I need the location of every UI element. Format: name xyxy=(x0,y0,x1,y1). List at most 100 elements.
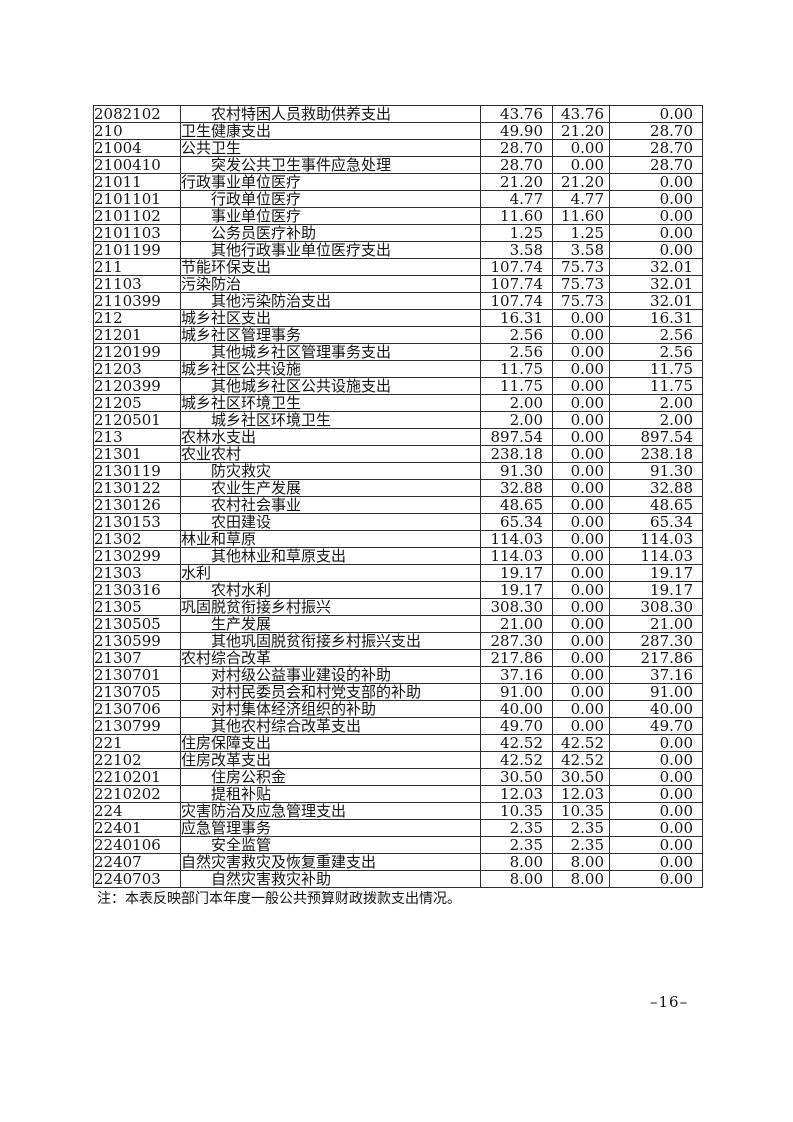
item-name-cell: 城乡社区公共设施 xyxy=(180,360,481,378)
table-row: 213 农林水支出 897.54 0.00 897.54 xyxy=(93,428,703,446)
value-cell: 19.17 xyxy=(609,564,703,582)
table-row: 21205 城乡社区环境卫生 2.00 0.00 2.00 xyxy=(93,394,703,412)
item-name-cell: 城乡社区管理事务 xyxy=(180,326,481,344)
value-cell: 0.00 xyxy=(609,836,703,854)
value-cell: 11.75 xyxy=(609,377,703,395)
value-cell: 308.30 xyxy=(609,598,703,616)
value-cell: 49.70 xyxy=(609,717,703,735)
value-cell: 238.18 xyxy=(480,445,553,463)
value-cell: 10.35 xyxy=(480,802,553,820)
value-cell: 21.00 xyxy=(609,615,703,633)
value-cell: 0.00 xyxy=(609,207,703,225)
table-row: 22102 住房改革支出 42.52 42.52 0.00 xyxy=(93,751,703,769)
value-cell: 0.00 xyxy=(609,173,703,191)
value-cell: 0.00 xyxy=(609,241,703,259)
item-name-cell: 其他巩固脱贫衔接乡村振兴支出 xyxy=(180,632,481,650)
value-cell: 0.00 xyxy=(552,343,610,361)
value-cell: 0.00 xyxy=(552,700,610,718)
code-cell: 2130705 xyxy=(93,683,181,701)
value-cell: 11.75 xyxy=(480,360,553,378)
value-cell: 11.60 xyxy=(552,207,610,225)
code-cell: 2210202 xyxy=(93,785,181,803)
code-cell: 22401 xyxy=(93,819,181,837)
value-cell: 0.00 xyxy=(552,615,610,633)
code-cell: 2120199 xyxy=(93,343,181,361)
item-name-cell: 污染防治 xyxy=(180,275,481,293)
code-cell: 21301 xyxy=(93,445,181,463)
value-cell: 32.01 xyxy=(609,275,703,293)
item-name-cell: 自然灾害救灾补助 xyxy=(180,870,481,888)
value-cell: 75.73 xyxy=(552,275,610,293)
value-cell: 287.30 xyxy=(609,632,703,650)
item-name-cell: 提租补贴 xyxy=(180,785,481,803)
value-cell: 49.70 xyxy=(480,717,553,735)
value-cell: 40.00 xyxy=(480,700,553,718)
value-cell: 0.00 xyxy=(609,802,703,820)
table-row: 2210201 住房公积金 30.50 30.50 0.00 xyxy=(93,768,703,786)
value-cell: 107.74 xyxy=(480,275,553,293)
code-cell: 2130706 xyxy=(93,700,181,718)
item-name-cell: 城乡社区支出 xyxy=(180,309,481,327)
budget-table-container: 2082102 农村特困人员救助供养支出 43.76 43.76 0.00 210 卫生健康… xyxy=(93,105,703,888)
value-cell: 32.88 xyxy=(609,479,703,497)
item-name-cell: 巩固脱贫衔接乡村振兴 xyxy=(180,598,481,616)
value-cell: 37.16 xyxy=(480,666,553,684)
item-name-cell: 农业农村 xyxy=(180,445,481,463)
value-cell: 43.76 xyxy=(480,105,553,123)
table-row: 2130316 农村水利 19.17 0.00 19.17 xyxy=(93,581,703,599)
table-row: 2120199 其他城乡社区管理事务支出 2.56 0.00 2.56 xyxy=(93,343,703,361)
value-cell: 91.00 xyxy=(480,683,553,701)
value-cell: 287.30 xyxy=(480,632,553,650)
value-cell: 11.60 xyxy=(480,207,553,225)
code-cell: 2130316 xyxy=(93,581,181,599)
value-cell: 11.75 xyxy=(609,360,703,378)
table-row: 2101102 事业单位医疗 11.60 11.60 0.00 xyxy=(93,207,703,225)
value-cell: 91.00 xyxy=(609,683,703,701)
value-cell: 91.30 xyxy=(480,462,553,480)
value-cell: 1.25 xyxy=(552,224,610,242)
value-cell: 0.00 xyxy=(552,139,610,157)
code-cell: 2120399 xyxy=(93,377,181,395)
code-cell: 211 xyxy=(93,258,181,276)
value-cell: 0.00 xyxy=(552,564,610,582)
value-cell: 3.58 xyxy=(552,241,610,259)
value-cell: 43.76 xyxy=(552,105,610,123)
table-row: 2240106 安全监管 2.35 2.35 0.00 xyxy=(93,836,703,854)
code-cell: 212 xyxy=(93,309,181,327)
value-cell: 2.56 xyxy=(609,326,703,344)
code-cell: 2130799 xyxy=(93,717,181,735)
value-cell: 897.54 xyxy=(480,428,553,446)
value-cell: 19.17 xyxy=(609,581,703,599)
item-name-cell: 行政单位医疗 xyxy=(180,190,481,208)
table-row: 22401 应急管理事务 2.35 2.35 0.00 xyxy=(93,819,703,837)
value-cell: 2.35 xyxy=(552,819,610,837)
value-cell: 2.00 xyxy=(480,394,553,412)
item-name-cell: 农村社会事业 xyxy=(180,496,481,514)
value-cell: 2.56 xyxy=(609,343,703,361)
value-cell: 30.50 xyxy=(552,768,610,786)
table-row: 2130706 对村集体经济组织的补助 40.00 0.00 40.00 xyxy=(93,700,703,718)
value-cell: 0.00 xyxy=(552,496,610,514)
item-name-cell: 其他城乡社区管理事务支出 xyxy=(180,343,481,361)
item-name-cell: 城乡社区环境卫生 xyxy=(180,394,481,412)
table-row: 21305 巩固脱贫衔接乡村振兴 308.30 0.00 308.30 xyxy=(93,598,703,616)
value-cell: 21.20 xyxy=(480,173,553,191)
table-row: 21303 水利 19.17 0.00 19.17 xyxy=(93,564,703,582)
code-cell: 2101103 xyxy=(93,224,181,242)
code-cell: 21201 xyxy=(93,326,181,344)
value-cell: 308.30 xyxy=(480,598,553,616)
item-name-cell: 其他农村综合改革支出 xyxy=(180,717,481,735)
table-row: 2130126 农村社会事业 48.65 0.00 48.65 xyxy=(93,496,703,514)
item-name-cell: 防灾救灾 xyxy=(180,462,481,480)
table-footnote: 注：本表反映部门本年度一般公共预算财政拨款支出情况。 xyxy=(97,891,461,907)
value-cell: 0.00 xyxy=(609,785,703,803)
value-cell: 0.00 xyxy=(552,445,610,463)
value-cell: 0.00 xyxy=(609,190,703,208)
value-cell: 0.00 xyxy=(609,819,703,837)
code-cell: 2082102 xyxy=(93,105,181,123)
value-cell: 0.00 xyxy=(552,309,610,327)
table-row: 2120501 城乡社区环境卫生 2.00 0.00 2.00 xyxy=(93,411,703,429)
code-cell: 21205 xyxy=(93,394,181,412)
value-cell: 75.73 xyxy=(552,292,610,310)
value-cell: 2.35 xyxy=(480,836,553,854)
